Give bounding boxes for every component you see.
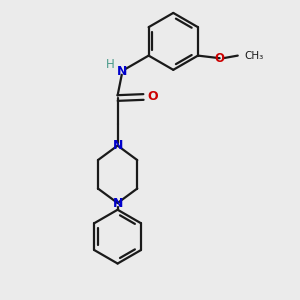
Text: O: O [147,91,158,103]
Text: N: N [112,139,123,152]
Text: O: O [214,52,225,65]
Text: N: N [112,196,123,209]
Text: H: H [106,58,115,71]
Text: N: N [117,64,127,78]
Text: CH₃: CH₃ [244,51,264,61]
